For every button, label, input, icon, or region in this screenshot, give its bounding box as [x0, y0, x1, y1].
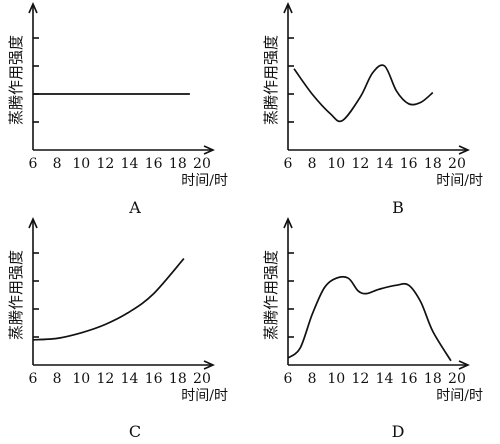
- x-axis-arrow: [458, 360, 470, 370]
- x-tick-label: 12: [96, 156, 114, 172]
- x-tick-label: 8: [53, 156, 62, 172]
- panel-label: A: [128, 198, 141, 217]
- x-tick-label: 10: [72, 156, 90, 172]
- x-tick-label: 10: [327, 371, 345, 387]
- x-tick-label: 12: [351, 371, 369, 387]
- panel-label: B: [392, 198, 404, 217]
- y-axis-arrow: [28, 2, 38, 14]
- x-tick-label: 18: [169, 156, 187, 172]
- y-axis-arrow: [283, 217, 293, 229]
- x-tick-label: 18: [424, 371, 442, 387]
- x-tick-label: 8: [53, 371, 62, 387]
- transpiration-curve: [287, 275, 452, 362]
- x-tick-label: 14: [121, 371, 139, 387]
- x-tick-label: 6: [29, 156, 38, 172]
- x-tick-label: 14: [376, 371, 394, 387]
- x-tick-label: 16: [145, 156, 163, 172]
- transpiration-curve: [293, 64, 434, 123]
- y-axis-arrow: [283, 2, 293, 14]
- y-axis-label: 蒸腾作用强度: [7, 250, 25, 340]
- x-tick-label: 18: [169, 371, 187, 387]
- x-axis-arrow: [203, 145, 215, 155]
- x-axis-arrow: [203, 360, 215, 370]
- x-axis-unit-label: 时间/时: [436, 173, 483, 189]
- x-tick-label: 16: [400, 156, 418, 172]
- x-tick-label: 14: [376, 156, 394, 172]
- x-tick-label: 8: [308, 371, 317, 387]
- y-axis-label: 蒸腾作用强度: [262, 35, 280, 125]
- x-tick-label: 20: [448, 156, 466, 172]
- transpiration-curve: [32, 258, 185, 341]
- x-tick-label: 6: [284, 156, 293, 172]
- x-tick-label: 8: [308, 156, 317, 172]
- x-tick-label: 20: [193, 156, 211, 172]
- x-tick-label: 6: [29, 371, 38, 387]
- panel-label: C: [129, 422, 141, 441]
- y-axis-arrow: [28, 217, 38, 229]
- x-tick-label: 18: [424, 156, 442, 172]
- x-axis-unit-label: 时间/时: [181, 388, 228, 404]
- y-axis-label: 蒸腾作用强度: [262, 250, 280, 340]
- x-axis-unit-label: 时间/时: [181, 173, 228, 189]
- x-tick-label: 12: [351, 156, 369, 172]
- x-tick-label: 12: [96, 371, 114, 387]
- x-tick-label: 20: [448, 371, 466, 387]
- x-tick-label: 6: [284, 371, 293, 387]
- x-tick-label: 16: [145, 371, 163, 387]
- x-tick-label: 16: [400, 371, 418, 387]
- x-tick-label: 14: [121, 156, 139, 172]
- x-axis-arrow: [458, 145, 470, 155]
- y-axis-label: 蒸腾作用强度: [7, 35, 25, 125]
- x-tick-label: 10: [327, 156, 345, 172]
- x-tick-label: 20: [193, 371, 211, 387]
- x-axis-unit-label: 时间/时: [436, 388, 483, 404]
- panel-label: D: [392, 422, 405, 441]
- x-tick-label: 10: [72, 371, 90, 387]
